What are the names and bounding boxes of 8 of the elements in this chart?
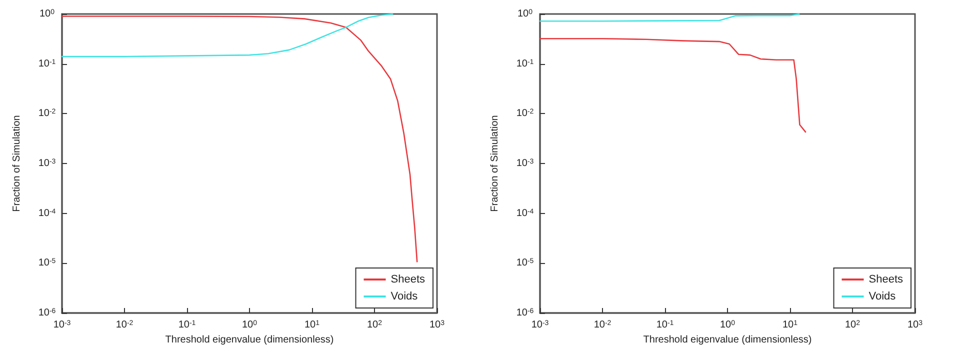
x-axis-title: Threshold eigenvalue (dimensionless)	[165, 334, 334, 346]
legend-label: Sheets	[868, 274, 904, 286]
x-axis-title: Threshold eigenvalue (dimensionless)	[643, 334, 812, 346]
legend-label: Voids	[390, 290, 418, 302]
legend-label: Sheets	[390, 274, 426, 286]
legend-label: Voids	[868, 290, 896, 302]
y-axis-title: Fraction of Simulation	[12, 115, 22, 212]
y-axis-title: Fraction of Simulation	[490, 115, 500, 212]
